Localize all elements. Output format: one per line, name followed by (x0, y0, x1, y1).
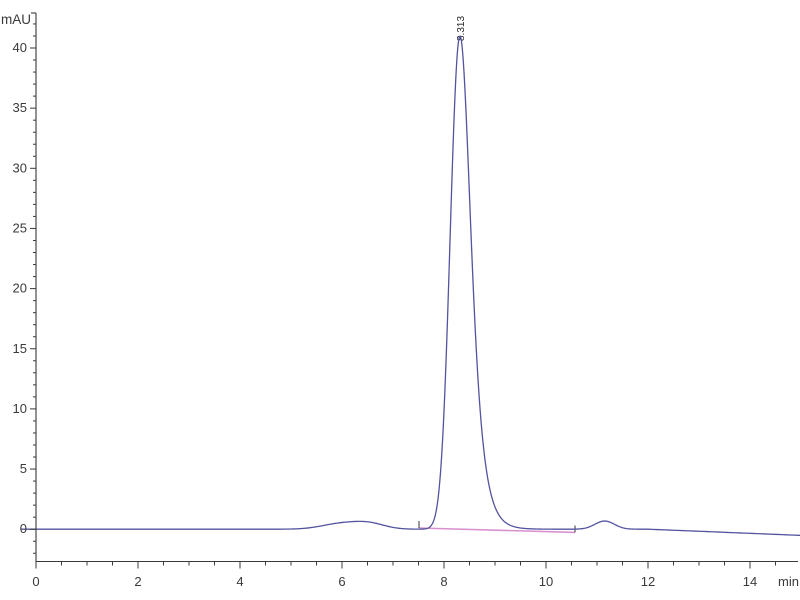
svg-text:40: 40 (13, 40, 27, 55)
svg-text:6: 6 (338, 574, 345, 589)
svg-text:30: 30 (13, 160, 27, 175)
svg-text:20: 20 (13, 281, 27, 296)
svg-text:min: min (778, 574, 799, 589)
svg-text:14: 14 (743, 574, 757, 589)
svg-text:15: 15 (13, 341, 27, 356)
svg-text:2: 2 (134, 574, 141, 589)
svg-text:25: 25 (13, 220, 27, 235)
svg-text:10: 10 (13, 401, 27, 416)
svg-text:mAU: mAU (1, 12, 31, 27)
svg-text:10: 10 (539, 574, 553, 589)
svg-text:8: 8 (440, 574, 447, 589)
svg-text:12: 12 (641, 574, 655, 589)
svg-text:4: 4 (236, 574, 243, 589)
svg-text:35: 35 (13, 100, 27, 115)
svg-text:8.313: 8.313 (456, 16, 467, 41)
svg-text:0: 0 (32, 574, 39, 589)
svg-text:5: 5 (20, 461, 27, 476)
svg-text:0: 0 (20, 521, 27, 536)
